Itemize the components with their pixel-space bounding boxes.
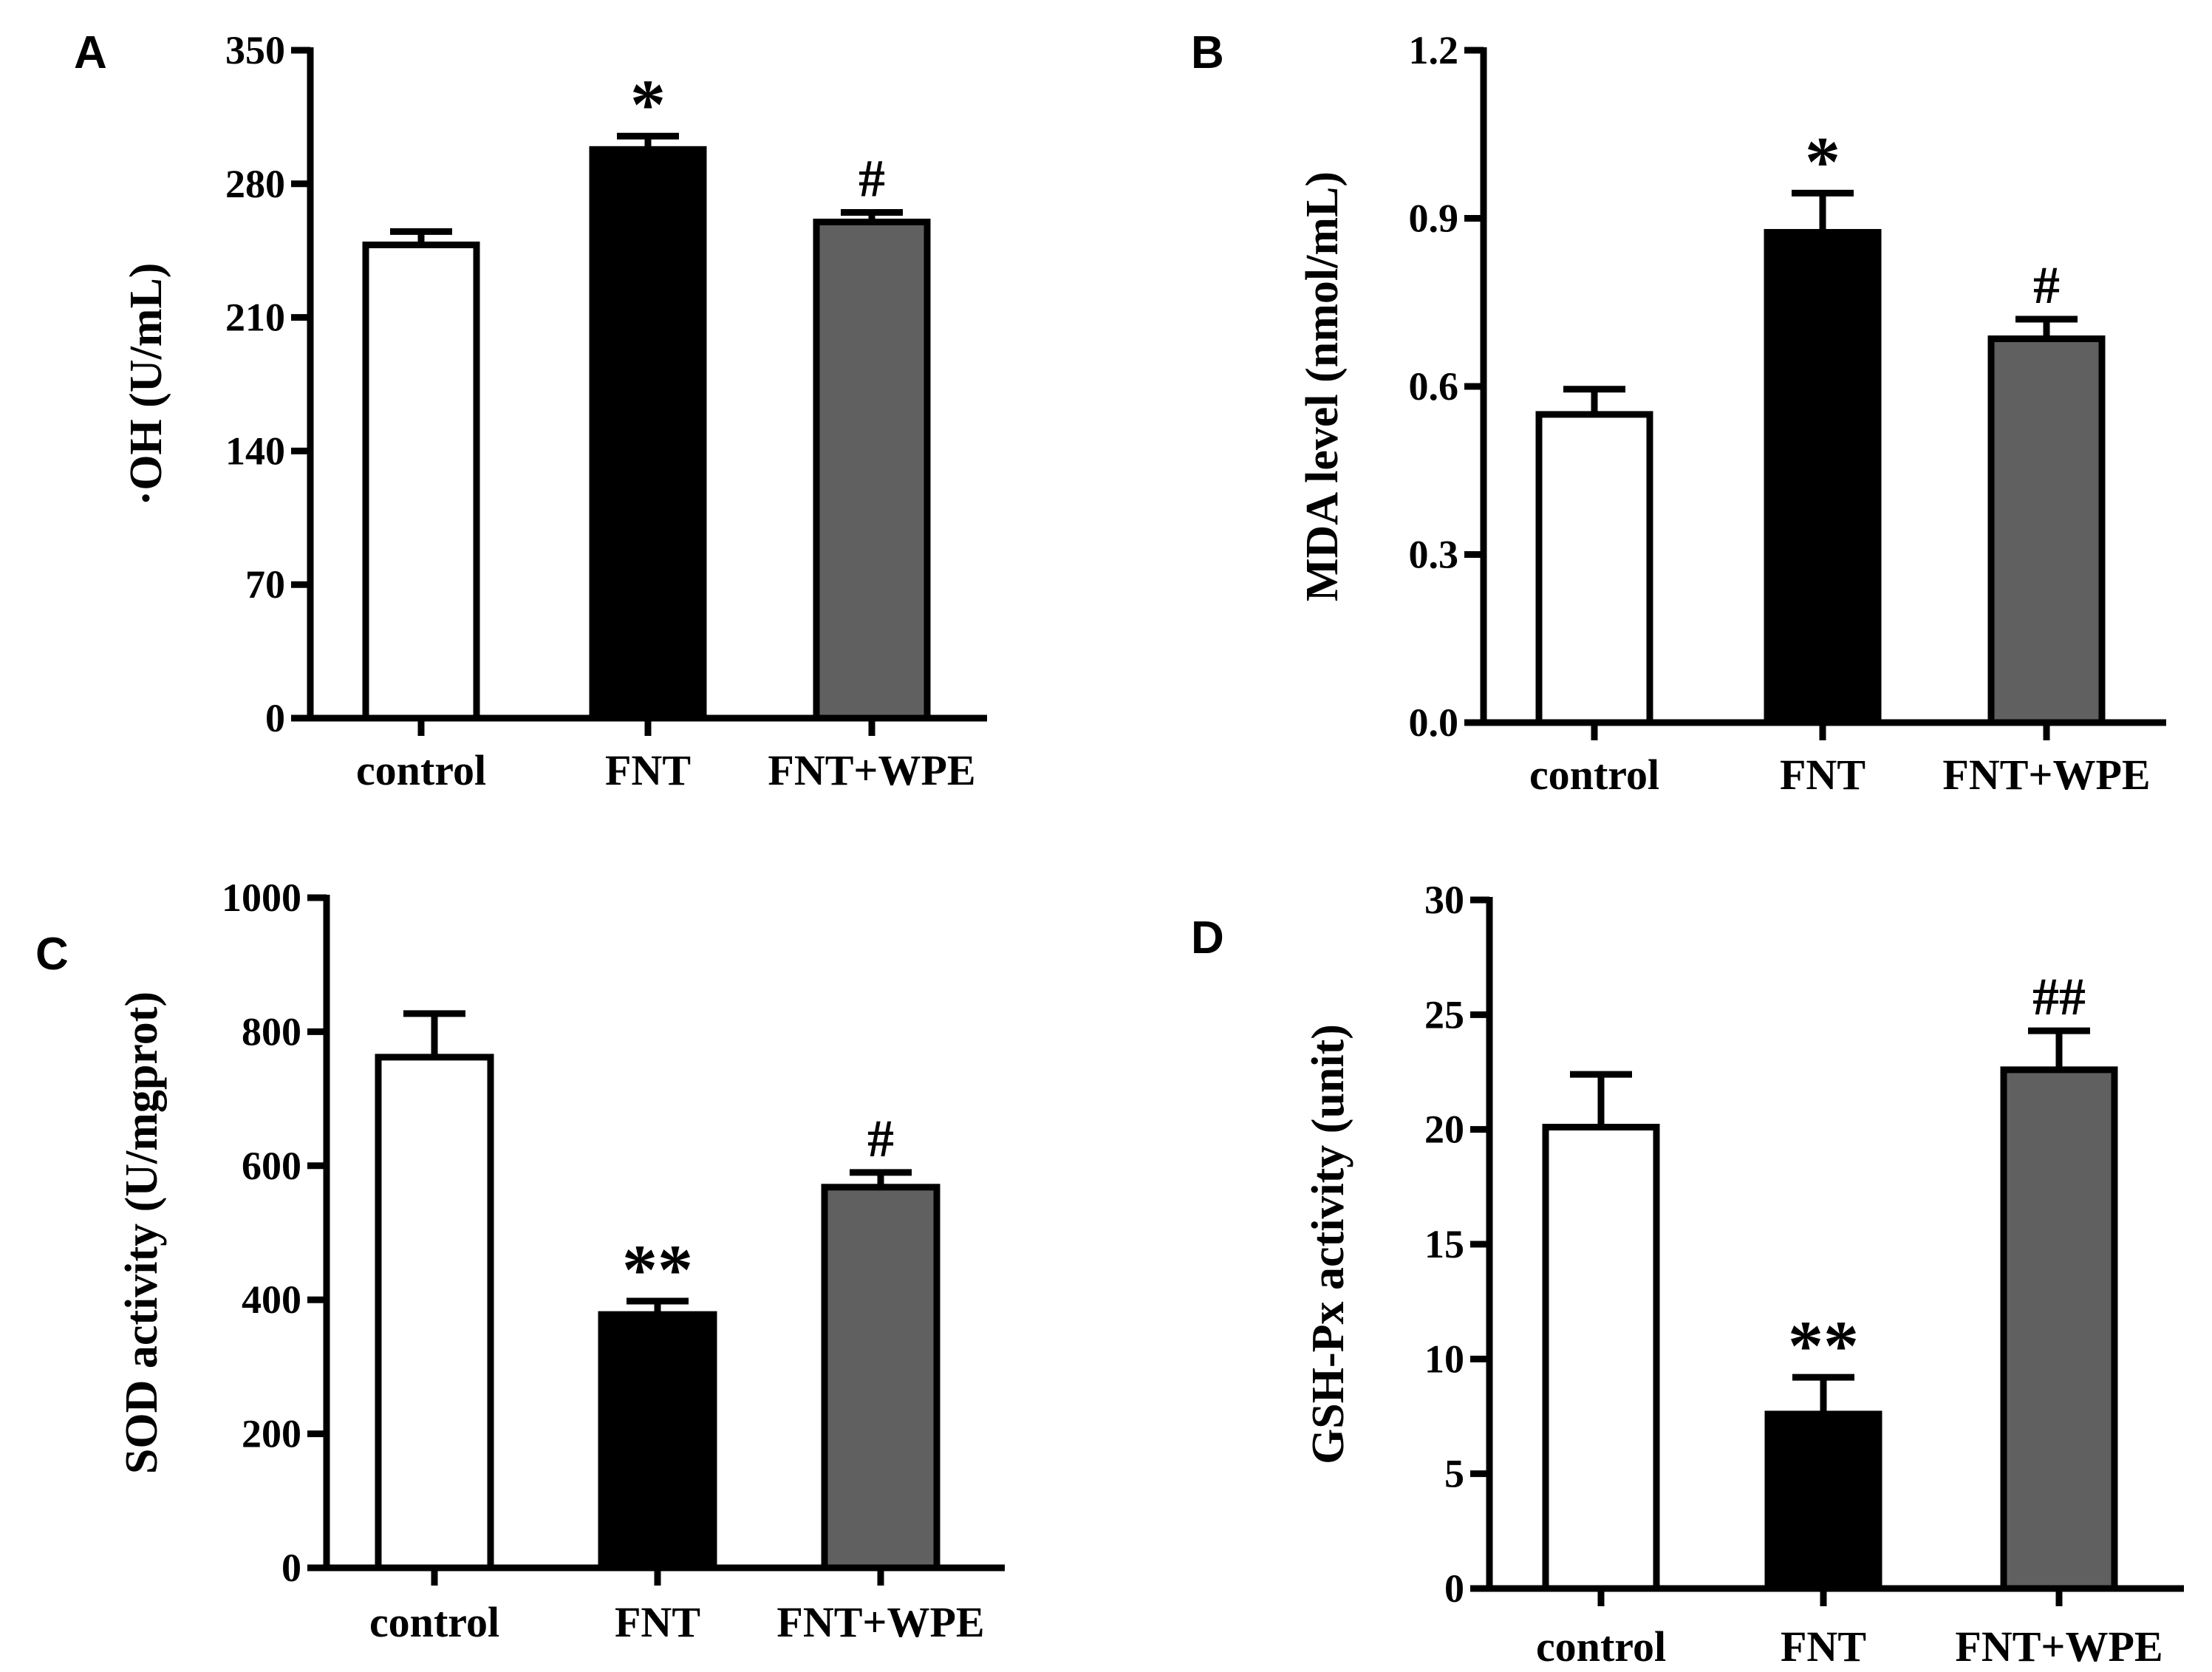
y-tick-label: 400	[242, 1277, 301, 1322]
y-tick-label: 15	[1424, 1222, 1464, 1266]
bar-control	[362, 241, 480, 722]
bar-control	[1542, 1124, 1660, 1592]
y-tick-label: 200	[242, 1412, 301, 1456]
significance-label: #	[2033, 256, 2060, 315]
y-tick-label: 5	[1444, 1452, 1464, 1496]
category-label: control	[1536, 1622, 1666, 1671]
significance-label: *	[1805, 122, 1840, 201]
category-label: FNT	[1780, 751, 1865, 799]
y-axis-label: ·OH (U/mL)	[121, 263, 171, 506]
bar-fnt	[1764, 228, 1882, 726]
y-tick-label: 0	[1444, 1566, 1464, 1611]
y-tick-label: 1000	[222, 876, 301, 920]
significance-label: #	[867, 1109, 894, 1168]
category-label: FNT+WPE	[776, 1598, 984, 1646]
y-tick-label: 30	[1424, 878, 1464, 922]
bar-control	[375, 1054, 494, 1572]
y-tick-label: 0	[265, 696, 285, 740]
bar-fnt-wpe	[813, 218, 931, 722]
bar-fnt	[1764, 1410, 1882, 1592]
category-label: control	[1529, 751, 1659, 799]
y-tick-label: 1.2	[1409, 28, 1459, 72]
y-tick-label: 0.6	[1409, 364, 1459, 409]
category-label: FNT+WPE	[768, 746, 975, 794]
y-tick-label: 350	[225, 28, 285, 72]
y-axis-label: GSH-Px activity (unit)	[1303, 1024, 1354, 1464]
category-label: control	[369, 1598, 499, 1646]
category-label: FNT	[615, 1598, 700, 1646]
bar-control	[1535, 411, 1653, 726]
bar-fnt	[598, 1311, 717, 1572]
panel-letter-d: D	[1191, 912, 1224, 963]
category-label: FNT+WPE	[1955, 1622, 2162, 1671]
y-tick-label: 210	[225, 296, 285, 340]
significance-label: *	[630, 65, 666, 144]
y-tick-label: 0.3	[1409, 533, 1459, 577]
significance-label: ##	[2032, 967, 2086, 1026]
panel-letter-c: C	[35, 929, 69, 980]
y-axis-label: SOD activity (U/mgprot)	[117, 992, 167, 1474]
bar-fnt-wpe	[2000, 1066, 2118, 1592]
bar-fnt-wpe	[821, 1184, 941, 1572]
y-tick-label: 140	[225, 429, 285, 473]
significance-label: **	[1788, 1306, 1859, 1385]
y-tick-label: 280	[225, 162, 285, 206]
category-label: FNT+WPE	[1942, 751, 2150, 799]
category-label: FNT	[605, 746, 691, 794]
category-label: FNT	[1781, 1622, 1866, 1671]
y-tick-label: 25	[1424, 992, 1464, 1037]
panel-letter-a: A	[74, 27, 107, 78]
y-tick-label: 20	[1424, 1108, 1464, 1152]
y-tick-label: 800	[242, 1009, 301, 1054]
significance-label: #	[858, 149, 885, 208]
y-tick-label: 600	[242, 1144, 301, 1188]
bar-fnt-wpe	[1987, 335, 2106, 726]
y-tick-label: 70	[245, 562, 285, 607]
significance-label: **	[622, 1230, 693, 1309]
y-tick-label: 10	[1424, 1337, 1464, 1381]
y-tick-label: 0.9	[1409, 197, 1459, 241]
y-tick-label: 0	[281, 1546, 301, 1590]
bar-fnt	[589, 146, 707, 722]
panel-letter-b: B	[1191, 27, 1224, 78]
y-axis-label: MDA level (nmol/mL)	[1297, 171, 1348, 601]
category-label: control	[356, 746, 486, 794]
y-tick-label: 0.0	[1409, 700, 1459, 745]
